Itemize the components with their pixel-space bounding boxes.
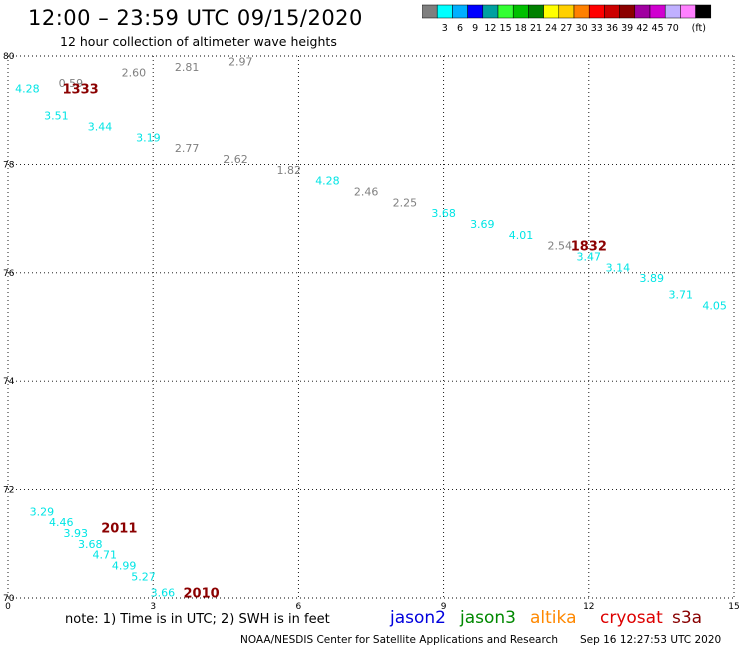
x-tick-label: 9 xyxy=(441,602,447,612)
wave-height-label: 0.59 xyxy=(59,77,84,90)
y-tick-label: 70 xyxy=(3,594,15,604)
legend-s3a: s3a xyxy=(672,608,703,628)
x-tick-label: 0 xyxy=(5,602,11,612)
wave-height-label: 3.44 xyxy=(88,120,113,133)
wave-height-label: 2.60 xyxy=(122,66,147,79)
pass-time-label: 1333 xyxy=(63,83,99,98)
colorbar-label: 12 xyxy=(484,23,496,34)
wave-height-label: 4.71 xyxy=(93,549,118,562)
wave-height-label: 3.71 xyxy=(669,288,694,301)
generated-timestamp: Sep 16 12:27:53 UTC 2020 xyxy=(580,634,722,646)
pass-time-label: 1832 xyxy=(571,240,607,255)
colorbar-label: 33 xyxy=(591,23,603,34)
x-tick-label: 15 xyxy=(728,602,739,612)
colorbar-label: 15 xyxy=(500,23,512,34)
wave-height-label: 2.25 xyxy=(393,196,418,209)
colorbar-swatch xyxy=(695,4,712,19)
colorbar-label: 45 xyxy=(652,23,664,34)
legend-jason3: jason3 xyxy=(460,608,516,628)
wave-height-label: 5.27 xyxy=(131,570,156,583)
colorbar-label: 18 xyxy=(515,23,527,34)
color-legend: 3 6 9 12 15 18 21 24 27 30 33 36 39 42 45 70 (ft) xyxy=(422,4,712,34)
wave-height-label: 3.14 xyxy=(606,261,631,274)
colorbar-unit: (ft) xyxy=(692,23,706,34)
wave-height-label: 3.68 xyxy=(78,538,103,551)
wave-height-label: 4.28 xyxy=(315,175,340,188)
wave-height-label: 3.89 xyxy=(639,272,664,285)
wave-height-label: 3.93 xyxy=(64,527,89,540)
colorbar-label: 70 xyxy=(667,23,679,34)
colorbar-label: 27 xyxy=(560,23,572,34)
wave-height-label: 4.28 xyxy=(15,83,40,96)
chart-title: 12:00 – 23:59 UTC 09/15/2020 xyxy=(28,6,363,30)
colorbar-label: 30 xyxy=(576,23,588,34)
y-tick-label: 76 xyxy=(3,269,15,279)
legend-jason2: jason2 xyxy=(390,608,446,628)
wave-height-label: 2.97 xyxy=(228,55,253,68)
wave-height-label: 3.29 xyxy=(30,505,55,518)
colorbar-label: 42 xyxy=(636,23,648,34)
wave-height-label: 4.46 xyxy=(49,516,74,529)
wave-height-label: 3.69 xyxy=(470,218,495,231)
footnote: note: 1) Time is in UTC; 2) SWH is in fe… xyxy=(65,612,330,627)
wave-height-label: 3.68 xyxy=(431,207,456,220)
wave-height-label: 2.81 xyxy=(175,61,200,74)
pass-time-label: 2011 xyxy=(101,522,137,537)
wave-height-label: 3.51 xyxy=(44,110,69,123)
wave-height-label: 4.01 xyxy=(509,229,534,242)
y-tick-label: 78 xyxy=(3,160,15,170)
colorbar-label: 9 xyxy=(472,23,478,34)
wave-height-label: 1.82 xyxy=(276,164,301,177)
y-tick-label: 74 xyxy=(3,377,15,387)
credit-line: NOAA/NESDIS Center for Satellite Applica… xyxy=(240,634,558,646)
wave-height-label: 2.62 xyxy=(223,153,248,166)
colorbar-label: 39 xyxy=(621,23,633,34)
chart-subtitle: 12 hour collection of altimeter wave hei… xyxy=(60,34,337,49)
colorbar-label: 3 xyxy=(442,23,448,34)
x-tick-label: 3 xyxy=(150,602,156,612)
colorbar-label: 36 xyxy=(606,23,618,34)
x-tick-label: 12 xyxy=(583,602,594,612)
wave-height-label: 4.99 xyxy=(112,559,137,572)
y-tick-label: 80 xyxy=(3,52,15,62)
wave-height-label: 4.05 xyxy=(702,299,727,312)
wave-height-label: 3.19 xyxy=(136,131,161,144)
wave-height-label: 3.47 xyxy=(577,251,602,264)
colorbar-label: 21 xyxy=(530,23,542,34)
wave-height-label: 2.54 xyxy=(548,240,573,253)
x-tick-label: 6 xyxy=(296,602,302,612)
wave-height-label: 2.77 xyxy=(175,142,200,155)
colorbar-label: 24 xyxy=(545,23,557,34)
y-tick-label: 72 xyxy=(3,486,14,496)
legend-altika: altika xyxy=(530,608,577,628)
legend-cryosat: cryosat xyxy=(600,608,663,628)
colorbar-label: 6 xyxy=(457,23,463,34)
wave-height-label: 2.46 xyxy=(354,186,379,199)
wave-height-label: 3.66 xyxy=(151,587,176,600)
pass-time-label: 2010 xyxy=(184,587,220,602)
